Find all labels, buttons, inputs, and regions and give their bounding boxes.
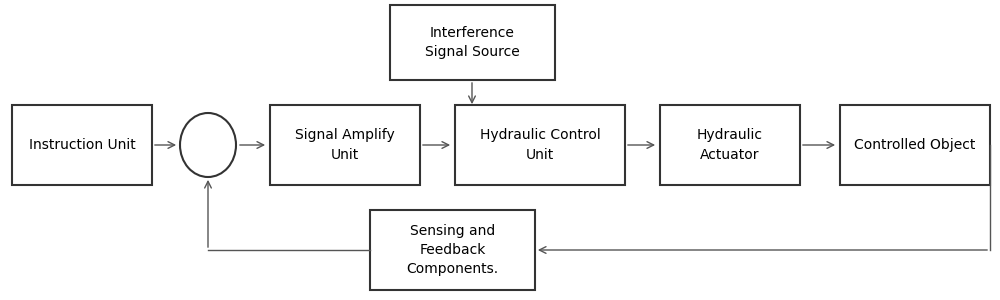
- Bar: [270, 105, 420, 185]
- Text: Instruction Unit: Instruction Unit: [29, 138, 135, 152]
- Bar: [840, 105, 990, 185]
- Text: Controlled Object: Controlled Object: [854, 138, 976, 152]
- Bar: [370, 210, 535, 290]
- Text: Interference
Signal Source: Interference Signal Source: [425, 26, 520, 59]
- Ellipse shape: [180, 113, 236, 177]
- Text: Hydraulic Control
Unit: Hydraulic Control Unit: [480, 128, 600, 162]
- Text: Hydraulic
Actuator: Hydraulic Actuator: [697, 128, 763, 162]
- Text: Sensing and
Feedback
Components.: Sensing and Feedback Components.: [406, 224, 499, 277]
- Bar: [12, 105, 152, 185]
- Bar: [455, 105, 625, 185]
- Text: Signal Amplify
Unit: Signal Amplify Unit: [295, 128, 395, 162]
- Bar: [660, 105, 800, 185]
- Bar: [390, 5, 555, 80]
